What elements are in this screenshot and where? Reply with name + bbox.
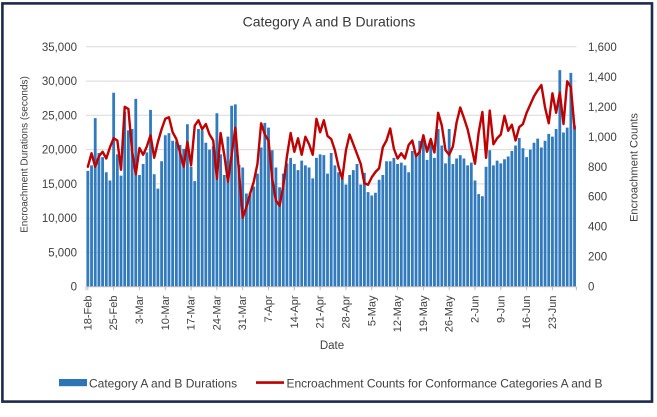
svg-text:3-Mar: 3-Mar bbox=[134, 295, 146, 324]
svg-text:28-Apr: 28-Apr bbox=[340, 295, 352, 328]
svg-text:18-Feb: 18-Feb bbox=[82, 296, 94, 331]
svg-text:1,400: 1,400 bbox=[588, 72, 617, 84]
svg-text:200: 200 bbox=[588, 252, 607, 264]
svg-text:17-Mar: 17-Mar bbox=[186, 295, 198, 330]
svg-text:21-Apr: 21-Apr bbox=[315, 295, 327, 328]
svg-text:19-May: 19-May bbox=[418, 295, 430, 332]
svg-text:1,600: 1,600 bbox=[588, 42, 617, 54]
svg-text:26-May: 26-May bbox=[444, 295, 456, 332]
svg-text:23-Jun: 23-Jun bbox=[547, 296, 559, 330]
svg-text:9-Jun: 9-Jun bbox=[495, 296, 507, 324]
svg-text:Encroachment Counts for Confor: Encroachment Counts for Conformance Cate… bbox=[287, 377, 603, 391]
svg-text:Category A and B Durations: Category A and B Durations bbox=[243, 13, 416, 29]
svg-text:16-Jun: 16-Jun bbox=[521, 296, 533, 330]
svg-text:25,000: 25,000 bbox=[42, 110, 77, 122]
svg-text:24-Mar: 24-Mar bbox=[211, 295, 223, 330]
svg-text:Category A and B Durations: Category A and B Durations bbox=[89, 377, 237, 391]
svg-text:400: 400 bbox=[588, 222, 607, 234]
svg-text:Encroachment Durations (second: Encroachment Durations (seconds) bbox=[20, 76, 31, 233]
svg-text:14-Apr: 14-Apr bbox=[289, 295, 301, 328]
svg-text:10,000: 10,000 bbox=[42, 213, 77, 225]
svg-text:2-Jun: 2-Jun bbox=[470, 296, 482, 324]
svg-text:5-May: 5-May bbox=[366, 295, 378, 326]
svg-text:0: 0 bbox=[588, 282, 594, 294]
svg-text:12-May: 12-May bbox=[392, 295, 404, 332]
svg-text:800: 800 bbox=[588, 162, 607, 174]
svg-text:0: 0 bbox=[71, 282, 77, 294]
svg-text:5,000: 5,000 bbox=[48, 247, 77, 259]
svg-text:20,000: 20,000 bbox=[42, 145, 77, 157]
svg-text:31-Mar: 31-Mar bbox=[237, 295, 249, 330]
svg-text:1,000: 1,000 bbox=[588, 132, 617, 144]
svg-text:10-Mar: 10-Mar bbox=[160, 295, 172, 330]
svg-text:30,000: 30,000 bbox=[42, 76, 77, 88]
svg-text:7-Apr: 7-Apr bbox=[263, 295, 275, 322]
svg-text:35,000: 35,000 bbox=[42, 42, 77, 54]
svg-text:15,000: 15,000 bbox=[42, 179, 77, 191]
svg-text:600: 600 bbox=[588, 192, 607, 204]
svg-text:25-Feb: 25-Feb bbox=[108, 296, 120, 331]
svg-text:Date: Date bbox=[320, 340, 344, 352]
svg-text:Encroachment Counts: Encroachment Counts bbox=[629, 113, 641, 222]
svg-text:1,200: 1,200 bbox=[588, 102, 617, 114]
